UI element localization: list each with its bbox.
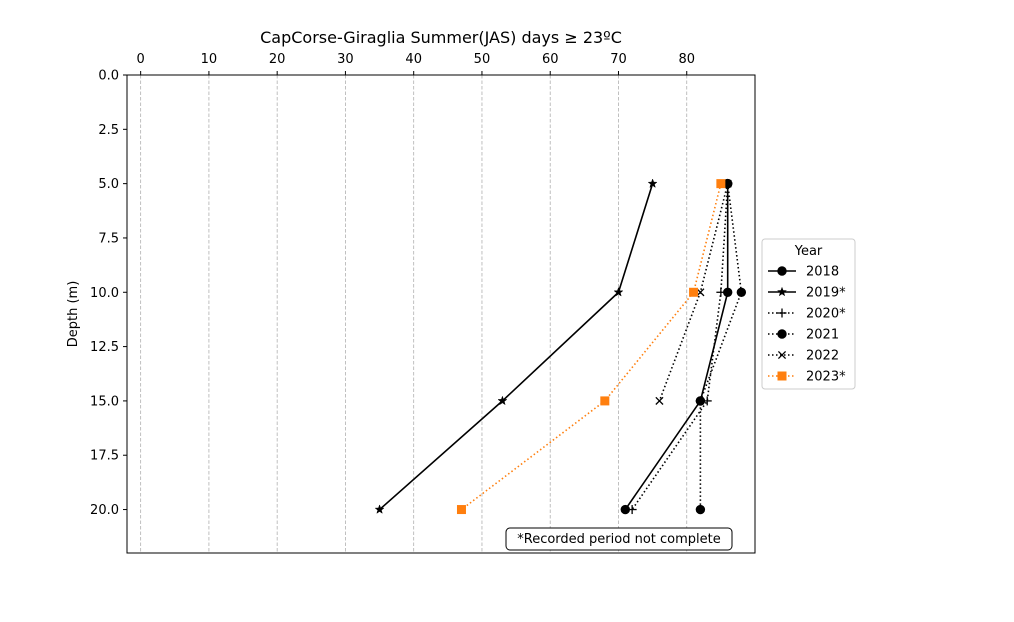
legend-marker: [777, 266, 787, 276]
y-tick-label: 0.0: [98, 69, 119, 84]
legend-label: 2021: [806, 328, 839, 343]
data-point: [689, 287, 699, 297]
data-point: [497, 395, 508, 406]
chart-title: CapCorse-Giraglia Summer(JAS) days ≥ 23º…: [260, 28, 622, 47]
x-tick-label: 50: [474, 52, 491, 67]
series-2019: [374, 178, 658, 514]
data-point: [716, 179, 726, 189]
series-2021: [695, 178, 747, 515]
plot-frame: [126, 74, 756, 554]
legend-marker: [777, 308, 787, 318]
grid-lines: [140, 75, 688, 553]
data-point: [600, 396, 610, 406]
legend-entry: 2018: [768, 265, 839, 280]
x-tick-label: 10: [201, 52, 218, 67]
legend-entry: 2021: [768, 328, 839, 343]
y-tick-label: 15.0: [90, 394, 119, 409]
legend-label: 2023*: [806, 370, 846, 385]
y-tick-label: 10.0: [90, 286, 119, 301]
legend-entry: 2023*: [768, 370, 846, 385]
x-tick-label: 70: [610, 52, 627, 67]
data-point: [456, 505, 466, 515]
x-tick-label: 40: [405, 52, 422, 67]
y-axis-label: Depth (m): [66, 281, 81, 348]
series-line: [460, 183, 722, 511]
series-line: [699, 183, 743, 510]
x-tick-label: 60: [542, 52, 559, 67]
legend-marker: [777, 350, 787, 360]
legend-entry: 2019*: [768, 286, 846, 301]
note-box: *Recorded period not complete: [505, 527, 733, 551]
y-tick-label: 7.5: [98, 231, 119, 246]
data-point: [736, 287, 747, 297]
legend-marker: [776, 286, 788, 297]
legend-label: 2018: [806, 265, 839, 280]
data-point: [695, 504, 706, 515]
series-2023: [456, 179, 726, 515]
x-tick-label: 0: [137, 52, 145, 67]
y-axis: 0.0 2.5 5.0 7.5 10.0 12.5 15.0 17.5 20.0: [90, 69, 127, 518]
legend-marker: [777, 371, 787, 381]
data-point: [655, 396, 664, 405]
legend-entry: 2020*: [768, 307, 846, 322]
series-layer: [374, 178, 747, 515]
note-text: *Recorded period not complete: [517, 532, 721, 547]
data-point: [695, 396, 706, 406]
y-tick-label: 20.0: [90, 503, 119, 518]
data-point: [613, 286, 624, 297]
x-tick-label: 20: [269, 52, 286, 67]
series-line: [379, 183, 654, 511]
data-point: [647, 178, 658, 188]
series-line: [624, 183, 729, 511]
x-tick-label: 30: [337, 52, 354, 67]
data-point: [627, 505, 637, 515]
legend-title: Year: [794, 244, 823, 259]
y-tick-label: 5.0: [98, 177, 119, 192]
x-axis: 0 10 20 30 40 50 60 70 80: [137, 52, 695, 75]
legend-marker: [777, 329, 787, 339]
data-point: [716, 287, 726, 297]
y-tick-label: 12.5: [90, 340, 119, 355]
legend: Year 2018 2019* 2020* 2021 2022 2023*: [761, 238, 856, 390]
series-2020: [627, 179, 733, 515]
y-tick-label: 2.5: [98, 123, 119, 138]
y-tick-label: 17.5: [90, 449, 119, 464]
data-point: [374, 504, 385, 514]
series-line: [631, 183, 729, 511]
legend-entry: 2022: [768, 349, 839, 364]
legend-label: 2022: [806, 349, 839, 364]
legend-label: 2020*: [806, 307, 846, 322]
x-tick-label: 80: [678, 52, 695, 67]
legend-label: 2019*: [806, 286, 846, 301]
note-frame: [505, 527, 733, 551]
